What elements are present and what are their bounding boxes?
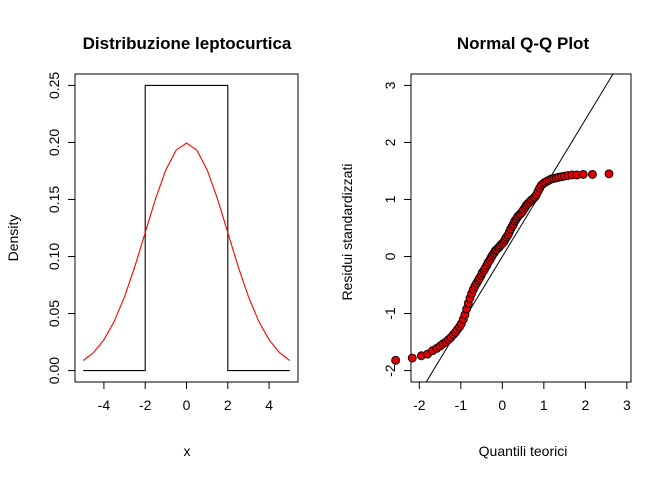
- uniform-density-line: [83, 84, 290, 372]
- x-tick-label: -2: [139, 397, 152, 413]
- y-axis-label: Density: [5, 215, 21, 262]
- x-tick-label: -4: [98, 397, 111, 413]
- y-tick-label: 0.25: [46, 72, 62, 99]
- x-tick-label: 2: [581, 397, 589, 413]
- y-tick-label: 0.15: [46, 186, 62, 213]
- qq-point: [604, 169, 614, 179]
- qq-point: [587, 169, 597, 179]
- y-tick-label: 0.05: [46, 300, 62, 327]
- qq-point: [407, 353, 417, 363]
- y-tick-label: -1: [382, 307, 398, 320]
- plot-frame: [74, 73, 299, 383]
- qq-point: [391, 355, 401, 365]
- normal-density-curve: [82, 142, 291, 361]
- y-tick-label: 0.10: [46, 243, 62, 270]
- x-tick-label: 0: [498, 397, 506, 413]
- density-marks: -4 -2 0 2 4 0.00 0.05 0.10 0.15 0.20 0.25: [46, 72, 291, 413]
- y-tick-label: 1: [382, 195, 398, 203]
- density-panel: Distribuzione leptocurtica x Density -4-…: [5, 34, 299, 459]
- x-tick-label: 4: [265, 397, 273, 413]
- chart-title: Normal Q-Q Plot: [457, 34, 590, 53]
- x-axis-label: Quantili teorici: [479, 443, 568, 459]
- plot-frame: [410, 73, 632, 383]
- x-tick-label: 3: [623, 397, 631, 413]
- y-tick-label: -2: [382, 364, 398, 377]
- y-tick-label: 3: [382, 81, 398, 89]
- qq-marks: -2 -1 0 1 2 3 -2 -1 0 1 2 3: [382, 74, 631, 413]
- qq-reference-line: [425, 74, 614, 382]
- x-axis-label: x: [184, 443, 191, 459]
- x-tick-label: -2: [413, 397, 426, 413]
- qq-point: [578, 169, 588, 179]
- chart-title: Distribuzione leptocurtica: [83, 34, 292, 53]
- y-tick-label: 2: [382, 138, 398, 146]
- x-tick-label: -1: [455, 397, 468, 413]
- y-axis-label: Residui standardizzati: [339, 164, 355, 301]
- x-tick-label: 2: [224, 397, 232, 413]
- x-tick-label: 0: [183, 397, 191, 413]
- x-tick-label: 1: [540, 397, 548, 413]
- y-tick-label: 0.00: [46, 357, 62, 384]
- y-tick-label: 0: [382, 252, 398, 260]
- qq-panel: Normal Q-Q Plot Quantili teorici Residui…: [339, 34, 632, 459]
- y-tick-label: 0.20: [46, 129, 62, 156]
